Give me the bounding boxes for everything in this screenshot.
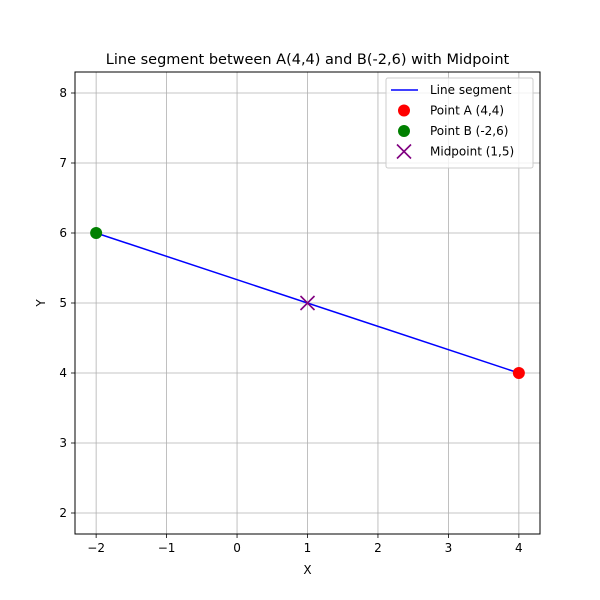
x-tick-label: −1 [158,541,176,555]
x-axis-label: X [303,563,311,577]
legend-box [385,77,534,169]
x-tick-label: −2 [87,541,105,555]
y-tick-label: 3 [59,436,67,450]
y-tick-label: 6 [59,226,67,240]
y-tick-label: 4 [59,366,67,380]
y-tick-label: 7 [59,156,67,170]
y-tick-label: 5 [59,296,67,310]
midpoint-marker [299,295,316,311]
point-marker-2 [90,227,103,239]
x-tick-label: 1 [304,541,312,555]
x-tick-label: 0 [233,541,241,555]
x-axis: −2 −1 0 1 2 3 4 [87,534,523,555]
x-tick-label: 3 [445,541,453,555]
y-tick-label: 2 [59,506,67,520]
legend-x-swatch [396,143,412,160]
point-marker-1 [512,367,525,379]
y-axis: 2 3 4 5 6 7 8 [59,86,75,520]
legend-label: Point A (4,4) [430,104,504,118]
legend: Line segment Point A (4,4) Point B (-2,6) M… [385,77,534,169]
y-axis-label: Y [34,299,48,308]
legend-label: Point B (-2,6) [430,124,508,138]
legend-label: Midpoint (1,5) [430,145,514,159]
legend-point-swatch [398,125,410,137]
chart-title: Line segment between A(4,4) and B(-2,6) … [106,52,510,68]
y-tick-label: 8 [59,86,67,100]
x-tick-label: 4 [515,541,523,555]
legend-point-swatch [398,104,410,117]
x-tick-label: 2 [374,541,382,555]
plot-area [90,227,525,379]
legend-label: Line segment [430,83,512,97]
